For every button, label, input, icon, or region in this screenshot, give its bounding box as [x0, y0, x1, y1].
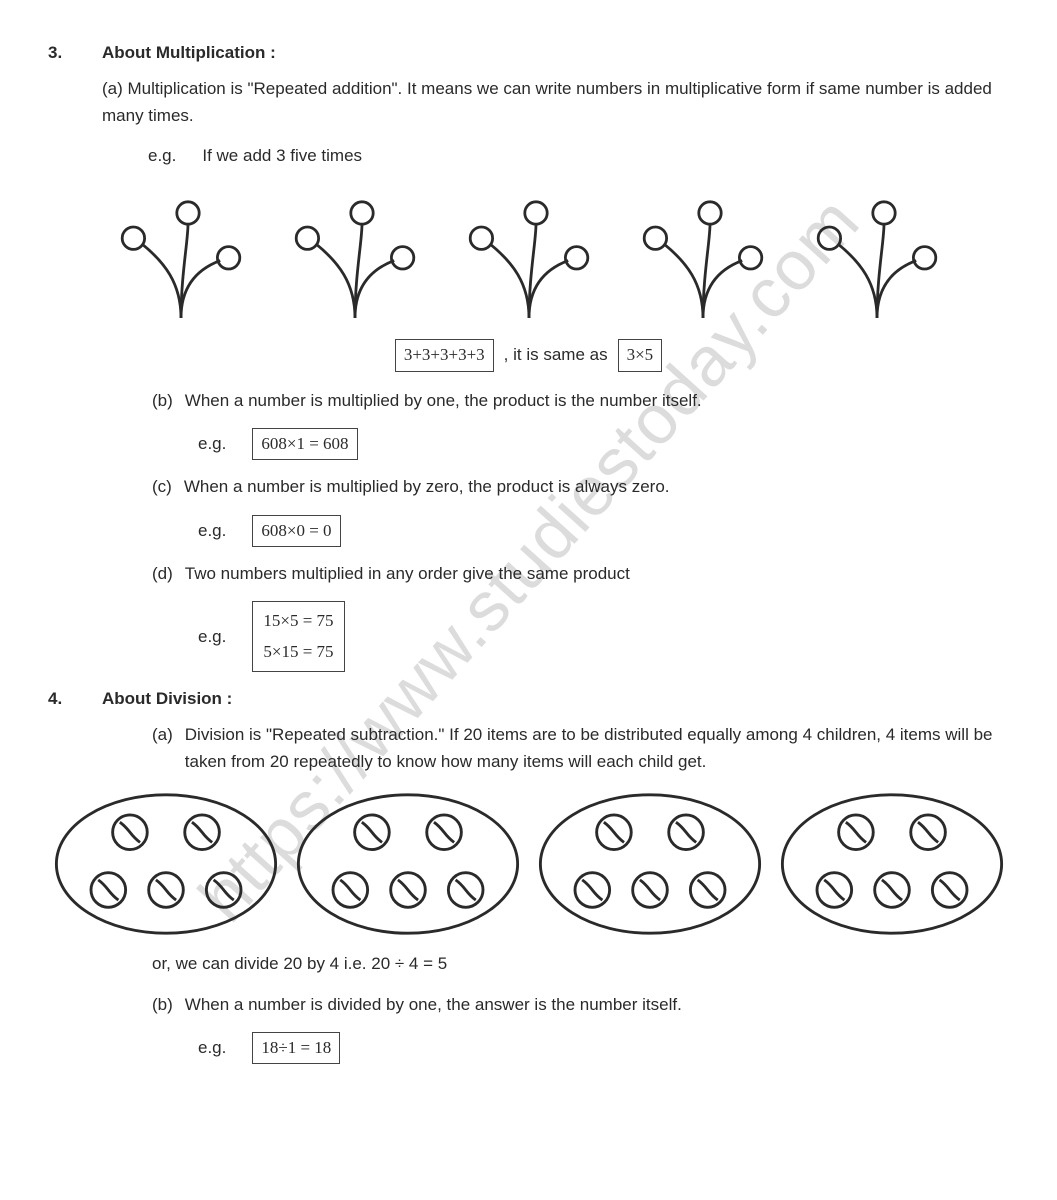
boxed-equation-line-1: 15×5 = 75 — [263, 606, 333, 636]
section-4b-line: (b) When a number is divided by one, the… — [48, 992, 1009, 1018]
sprout-icon — [459, 185, 599, 325]
sprout-figure-row — [48, 185, 1009, 325]
sprout-icon — [111, 185, 251, 325]
oval-group-icon — [292, 789, 524, 939]
oval-group-icon — [50, 789, 282, 939]
section-3b-line: (b) When a number is multiplied by one, … — [48, 388, 1009, 414]
section-3-number: 3. — [48, 40, 102, 66]
section-3a-equation-row: 3+3+3+3+3 , it is same as 3×5 — [48, 339, 1009, 371]
section-3-title: About Multiplication : — [102, 40, 276, 66]
section-3-heading: 3. About Multiplication : — [48, 40, 1009, 66]
section-3b-label: (b) — [152, 388, 173, 414]
section-3c-line: (c) When a number is multiplied by zero,… — [48, 474, 1009, 500]
section-4a-or-text: or, we can divide 20 by 4 i.e. 20 ÷ 4 = … — [152, 954, 447, 973]
equation-mid-text: , it is same as — [504, 342, 608, 368]
boxed-equation: 3+3+3+3+3 — [395, 339, 494, 371]
eg-label: e.g. — [148, 143, 176, 169]
eg-label: e.g. — [198, 518, 226, 544]
sprout-icon — [633, 185, 773, 325]
section-3c-label: (c) — [152, 474, 172, 500]
section-4-title: About Division : — [102, 686, 232, 712]
oval-groups-row — [48, 789, 1009, 939]
boxed-equation: 18÷1 = 18 — [252, 1032, 340, 1064]
boxed-equation: 608×0 = 0 — [252, 515, 340, 547]
section-3d-example: e.g. 15×5 = 75 5×15 = 75 — [48, 601, 1009, 672]
section-4a-or-line: or, we can divide 20 by 4 i.e. 20 ÷ 4 = … — [48, 951, 1009, 977]
oval-group-icon — [776, 789, 1008, 939]
sprout-icon — [807, 185, 947, 325]
boxed-equation-line-2: 5×15 = 75 — [263, 637, 333, 667]
section-4a-line: (a) Division is "Repeated subtraction." … — [48, 722, 1009, 775]
boxed-equation: 3×5 — [618, 339, 663, 371]
eg-label: e.g. — [198, 624, 226, 650]
section-4-heading: 4. About Division : — [48, 686, 1009, 712]
section-3b-example: e.g. 608×1 = 608 — [48, 428, 1009, 460]
boxed-equation: 608×1 = 608 — [252, 428, 357, 460]
section-3d-line: (d) Two numbers multiplied in any order … — [48, 561, 1009, 587]
section-4a-label: (a) — [152, 722, 173, 748]
section-4a-text: Division is "Repeated subtraction." If 2… — [185, 722, 1009, 775]
sprout-icon — [285, 185, 425, 325]
page-content: 3. About Multiplication : (a) Multiplica… — [48, 40, 1009, 1064]
section-3a-example-text: If we add 3 five times — [202, 143, 362, 169]
section-3a-example-line: e.g. If we add 3 five times — [48, 143, 1009, 169]
section-3d-text: Two numbers multiplied in any order give… — [185, 561, 630, 587]
section-4b-text: When a number is divided by one, the ans… — [185, 992, 682, 1018]
section-3a-paragraph: (a) Multiplication is "Repeated addition… — [48, 76, 1009, 129]
section-4-number: 4. — [48, 686, 102, 712]
boxed-equation-multi: 15×5 = 75 5×15 = 75 — [252, 601, 344, 672]
section-3a-text: (a) Multiplication is "Repeated addition… — [102, 79, 992, 124]
section-3c-example: e.g. 608×0 = 0 — [48, 515, 1009, 547]
section-3d-label: (d) — [152, 561, 173, 587]
section-3b-text: When a number is multiplied by one, the … — [185, 388, 702, 414]
eg-label: e.g. — [198, 431, 226, 457]
section-4b-example: e.g. 18÷1 = 18 — [48, 1032, 1009, 1064]
section-4b-label: (b) — [152, 992, 173, 1018]
section-3c-text: When a number is multiplied by zero, the… — [184, 474, 670, 500]
oval-group-icon — [534, 789, 766, 939]
eg-label: e.g. — [198, 1035, 226, 1061]
